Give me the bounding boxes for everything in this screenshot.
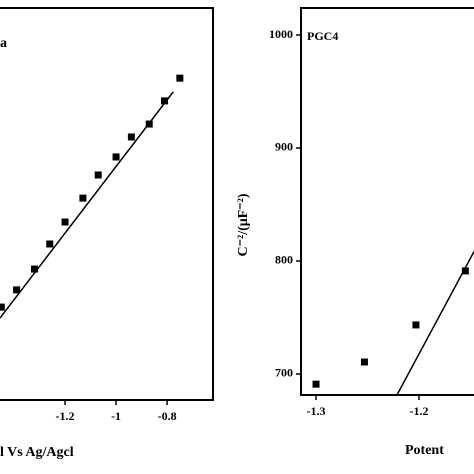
data-point: [461, 267, 469, 275]
data-point: [0, 303, 5, 311]
data-point: [79, 194, 87, 202]
fit-line: [0, 91, 174, 319]
x-tick-label: -1.2: [410, 404, 429, 418]
data-point: [127, 133, 135, 141]
panel-title: a: [0, 36, 7, 51]
data-point: [13, 286, 21, 294]
x-tick-label: -1: [111, 409, 121, 423]
x-tick-label: -1.3: [307, 404, 326, 418]
data-point: [112, 153, 120, 161]
data-point: [161, 97, 169, 105]
data-point: [360, 358, 368, 366]
x-axis-label: Potent: [405, 443, 444, 458]
y-axis-label: C⁻²/(μF⁻²): [236, 193, 251, 256]
y-tick-label: 700: [275, 366, 293, 380]
data-point: [30, 265, 38, 273]
data-point: [145, 120, 153, 128]
data-point: [312, 380, 320, 388]
x-tick-label: -1.2: [56, 409, 75, 423]
plot-frame: [300, 7, 474, 396]
data-point: [61, 218, 69, 226]
y-tick-label: 900: [275, 140, 293, 154]
data-point: [176, 74, 184, 82]
y-tick-label: 800: [275, 253, 293, 267]
panel-title: PGC4: [307, 29, 338, 43]
data-point: [94, 171, 102, 179]
y-tick-label: 1000: [269, 27, 293, 41]
data-point: [412, 321, 420, 329]
fit-line: [396, 251, 474, 396]
x-axis-label: l Vs Ag/Agcl: [0, 445, 74, 460]
plot-frame: [0, 7, 214, 401]
x-tick-label: -0.8: [158, 409, 177, 423]
data-point: [46, 240, 54, 248]
